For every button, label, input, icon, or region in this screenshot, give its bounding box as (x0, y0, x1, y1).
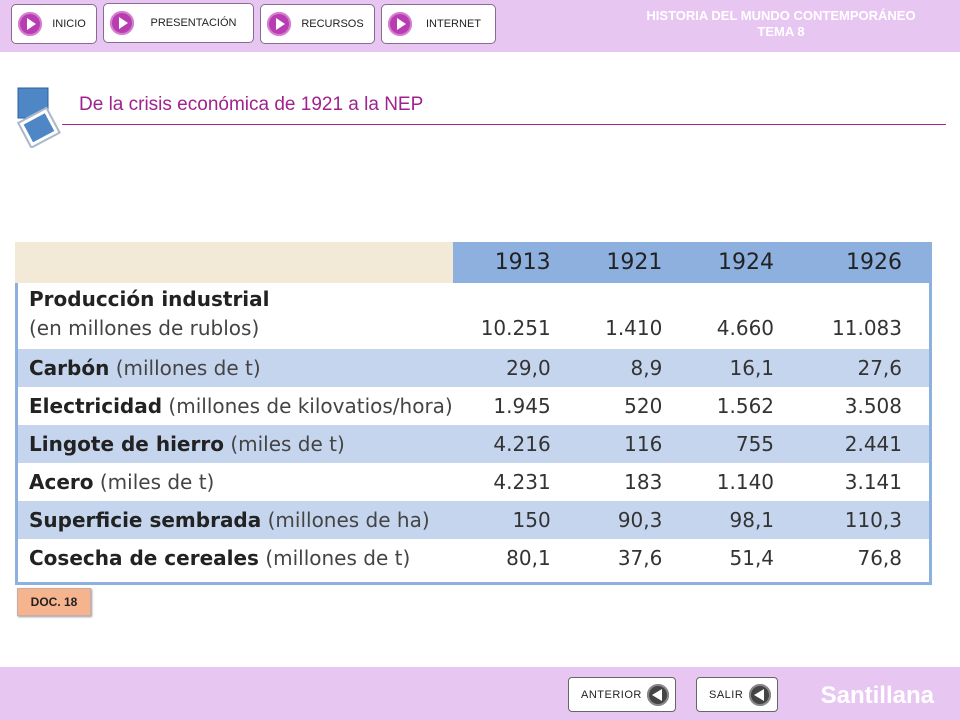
table-cell: 116 (580, 425, 693, 463)
previous-button[interactable]: ANTERIOR (568, 677, 676, 712)
stacked-squares-icon (16, 87, 61, 148)
table-cell: 1.945 (452, 387, 581, 425)
data-table: 1913 1921 1924 1926 Producción industria… (15, 242, 932, 585)
brand-logo: Santillana (820, 682, 934, 709)
row-label: Electricidad (millones de kilovatios/hor… (15, 387, 453, 425)
table-cell: 10.251 (452, 283, 581, 349)
table-cell: 150 (452, 501, 581, 539)
row-unit: (millones de t) (115, 356, 261, 380)
previous-label: ANTERIOR (581, 688, 642, 701)
table-cell: 1.140 (692, 463, 805, 501)
nav-button-recursos[interactable]: RECURSOS (260, 4, 375, 44)
row-unit: (millones de t) (265, 546, 411, 570)
course-title-line: HISTORIA DEL MUNDO CONTEMPORÁNEO (646, 8, 916, 23)
play-icon (18, 12, 42, 36)
table-row: Lingote de hierro (miles de t) 4.216 116… (15, 425, 932, 463)
table-row: Acero (miles de t) 4.231 183 1.140 3.141 (15, 463, 932, 501)
back-arrow-icon (749, 683, 771, 706)
exit-button[interactable]: SALIR (696, 677, 778, 712)
table-row: Superficie sembrada (millones de ha) 150… (15, 501, 932, 539)
row-name: Superficie sembrada (29, 508, 262, 532)
row-unit: (miles de t) (230, 432, 345, 456)
row-label: Acero (miles de t) (15, 463, 453, 501)
row-label: Carbón (millones de t) (15, 349, 453, 387)
table-cell: 4.216 (452, 425, 581, 463)
back-arrow-icon (647, 683, 669, 706)
play-icon (267, 12, 291, 36)
row-unit: (millones de kilovatios/hora) (168, 394, 453, 418)
table-row: Electricidad (millones de kilovatios/hor… (15, 387, 932, 425)
table-header-row: 1913 1921 1924 1926 (15, 242, 932, 283)
table-cell: 4.231 (452, 463, 581, 501)
table-cell: 27,6 (804, 349, 932, 387)
row-name: Acero (29, 470, 94, 494)
table-cell: 4.660 (692, 283, 805, 349)
table-cell: 755 (692, 425, 805, 463)
nav-button-inicio[interactable]: INICIO (11, 4, 97, 44)
row-name: Producción industrial (29, 287, 270, 311)
table-frame-left (15, 283, 18, 585)
table-cell: 16,1 (692, 349, 805, 387)
table-row: Carbón (millones de t) 29,0 8,9 16,1 27,… (15, 349, 932, 387)
table-row: Producción industrial (en millones de ru… (15, 283, 932, 349)
table-cell: 2.441 (804, 425, 932, 463)
row-unit: (millones de ha) (267, 508, 430, 532)
year-header: 1924 (692, 242, 805, 283)
nav-label: INTERNET (426, 18, 481, 30)
table-cell: 3.508 (804, 387, 932, 425)
nav-label: PRESENTACIÓN (150, 17, 237, 29)
row-label: Superficie sembrada (millones de ha) (15, 501, 453, 539)
row-name: Carbón (29, 356, 110, 380)
table-cell: 37,6 (580, 539, 693, 577)
table-cell: 110,3 (804, 501, 932, 539)
bottom-bar (0, 667, 960, 720)
row-unit: (en millones de rublos) (29, 316, 260, 340)
course-title: HISTORIA DEL MUNDO CONTEMPORÁNEO TEMA 8 (616, 8, 946, 40)
table-cell: 11.083 (804, 283, 932, 349)
table-cell: 1.410 (580, 283, 693, 349)
row-unit: (miles de t) (99, 470, 215, 494)
table-corner (15, 242, 453, 283)
table-cell: 29,0 (452, 349, 581, 387)
year-header: 1921 (580, 242, 693, 283)
row-name: Cosecha de cereales (29, 546, 259, 570)
table-cell: 90,3 (580, 501, 693, 539)
production-table: 1913 1921 1924 1926 Producción industria… (15, 242, 932, 577)
nav-label: RECURSOS (301, 18, 364, 30)
table-cell: 51,4 (692, 539, 805, 577)
table-cell: 1.562 (692, 387, 805, 425)
table-cell: 8,9 (580, 349, 693, 387)
year-header: 1913 (452, 242, 581, 283)
row-label: Lingote de hierro (miles de t) (15, 425, 453, 463)
table-cell: 3.141 (804, 463, 932, 501)
table-cell: 98,1 (692, 501, 805, 539)
section-title: De la crisis económica de 1921 a la NEP (79, 94, 424, 115)
row-name: Lingote de hierro (29, 432, 224, 456)
table-cell: 76,8 (804, 539, 932, 577)
nav-button-presentacion[interactable]: PRESENTACIÓN (103, 3, 254, 43)
table-cell: 183 (580, 463, 693, 501)
table-cell: 520 (580, 387, 693, 425)
exit-label: SALIR (709, 688, 744, 701)
play-icon (110, 11, 134, 35)
document-badge: DOC. 18 (17, 588, 91, 616)
nav-label: INICIO (52, 18, 86, 30)
nav-button-internet[interactable]: INTERNET (381, 4, 496, 44)
row-label: Cosecha de cereales (millones de t) (15, 539, 453, 577)
play-icon (388, 12, 412, 36)
year-header: 1926 (804, 242, 932, 283)
table-cell: 80,1 (452, 539, 581, 577)
table-row: Cosecha de cereales (millones de t) 80,1… (15, 539, 932, 577)
row-label: Producción industrial (en millones de ru… (15, 283, 453, 349)
topic-number: TEMA 8 (757, 24, 805, 39)
row-name: Electricidad (29, 394, 163, 418)
section-divider (62, 124, 946, 125)
